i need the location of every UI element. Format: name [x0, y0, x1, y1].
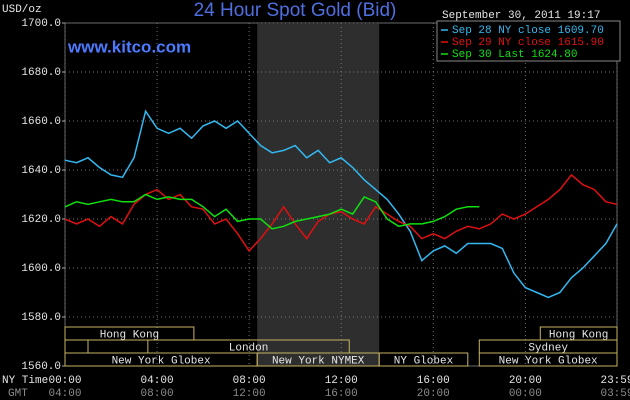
series-line [64, 193, 480, 230]
session-label: New York Globex [499, 355, 598, 367]
y-tick-label: 1700.0 [21, 18, 61, 30]
y-tick-label: 1620.0 [21, 214, 61, 226]
x2-axis-label: GMT [8, 388, 28, 400]
legend-entry: Sep 28 NY close 1609.70 [452, 25, 604, 37]
session-label: Sydney [528, 342, 568, 354]
session-label: London [229, 342, 269, 354]
x2-tick-label: 00:00 [509, 388, 542, 400]
y-tick-label: 1560.0 [21, 361, 61, 373]
session-box [478, 352, 618, 367]
legend-entry: Sep 29 NY close 1615.90 [452, 37, 604, 49]
y-tick-label: 1660.0 [21, 116, 61, 128]
x-tick-label: 04:00 [141, 375, 174, 387]
chart-title: 24 Hour Spot Gold (Bid) [194, 0, 397, 21]
plot-area: Hong Kong London New York Globex New York N… [62, 22, 618, 367]
x-tick-label: 16:00 [417, 375, 450, 387]
session-label: New York NYMEX [272, 355, 365, 367]
x2-tick-label: 03:59 [600, 388, 630, 400]
x-tick-label: 20:00 [509, 375, 542, 387]
y-tick-label: 1640.0 [21, 165, 61, 177]
session-label: Hong Kong [100, 329, 159, 341]
legend-entry: Sep 30 Last 1624.80 [452, 49, 577, 61]
timestamp: September 30, 2011 19:17 [442, 10, 600, 22]
x2-tick-label: 20:00 [417, 388, 450, 400]
x2-tick-label: 16:00 [325, 388, 358, 400]
y-tick-label: 1680.0 [21, 67, 61, 79]
watermark: www.kitco.com [67, 37, 191, 56]
series-line [64, 173, 618, 253]
x-tick-label: 00:00 [48, 375, 81, 387]
y-tick-label: 1580.0 [21, 312, 61, 324]
session-label: New York Globex [112, 355, 211, 367]
x-tick-label: 08:00 [233, 375, 266, 387]
x-axis-label: NY Time [2, 375, 48, 387]
x2-tick-label: 08:00 [141, 388, 174, 400]
y-axis-label: USD/oz [2, 4, 42, 16]
x-tick-label: 12:00 [325, 375, 358, 387]
legend-box [436, 20, 621, 62]
series-line [64, 109, 618, 299]
x2-tick-label: 04:00 [48, 388, 81, 400]
session-box [378, 352, 469, 367]
session-box [64, 326, 195, 341]
y-tick-label: 1600.0 [21, 263, 61, 275]
session-label: NY Globex [394, 355, 454, 367]
x2-tick-label: 12:00 [233, 388, 266, 400]
shaded-range [257, 23, 380, 366]
session-label: Hong Kong [549, 329, 608, 341]
x-tick-label: 23:59 [600, 375, 630, 387]
